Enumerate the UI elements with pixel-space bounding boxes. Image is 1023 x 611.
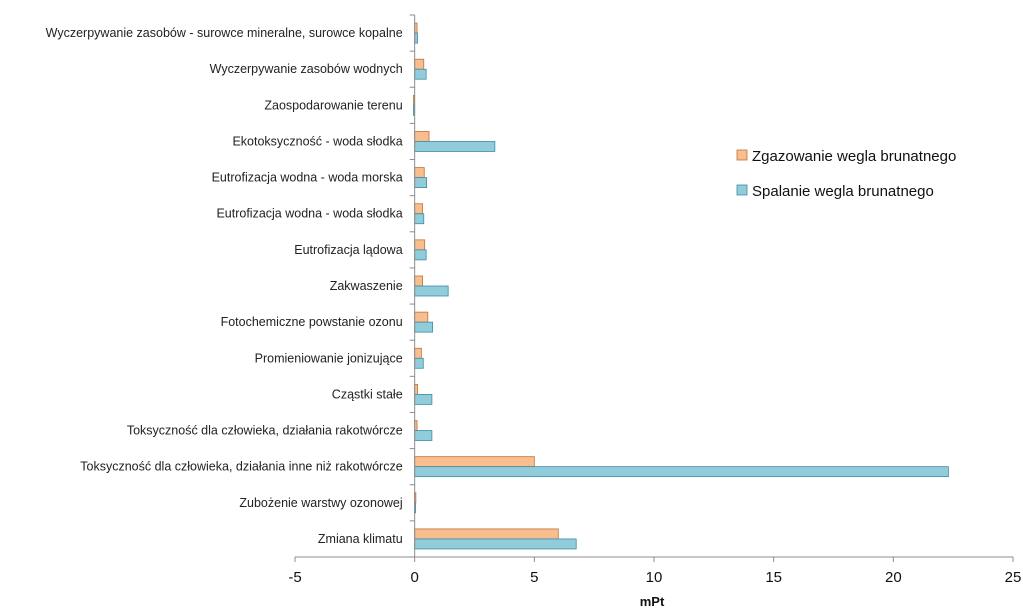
category-label: Eutrofizacja wodna - woda morska bbox=[212, 171, 403, 185]
category-label: Wyczerpywanie zasobów wodnych bbox=[210, 62, 403, 76]
category-label: Promieniowanie jonizujące bbox=[255, 351, 403, 365]
x-tick-label: 10 bbox=[646, 569, 663, 586]
category-label: Zubożenie warstwy ozonowej bbox=[239, 496, 402, 510]
category-labels: Zmiana klimatu Zubożenie warstwy ozonowej… bbox=[46, 26, 403, 546]
bar-zgazowanie bbox=[414, 239, 426, 251]
bar-spalanie bbox=[414, 321, 434, 333]
category-label: Zmiana klimatu bbox=[318, 532, 403, 546]
category-label: Cząstki stałe bbox=[332, 387, 403, 401]
bar-spalanie bbox=[414, 213, 425, 225]
x-tick-label: 5 bbox=[530, 569, 538, 586]
legend-label: Zgazowanie wegla brunatnego bbox=[752, 148, 956, 165]
legend-swatch bbox=[736, 184, 748, 196]
bar-zgazowanie bbox=[414, 311, 429, 323]
bar-spalanie bbox=[414, 249, 427, 261]
bar-zgazowanie bbox=[414, 528, 559, 540]
x-axis-title: mPt bbox=[640, 594, 665, 609]
bar-spalanie bbox=[414, 285, 449, 297]
bar-zgazowanie bbox=[414, 347, 422, 359]
legend: Zgazowanie wegla brunatnego Spalanie wegl… bbox=[736, 148, 956, 200]
category-label: Zakwaszenie bbox=[330, 279, 403, 293]
axes bbox=[294, 14, 1014, 562]
x-tick-label: 15 bbox=[765, 569, 782, 586]
legend-swatch bbox=[736, 149, 748, 161]
category-label: Ekotoksyczność - woda słodka bbox=[232, 134, 402, 148]
legend-label: Spalanie wegla brunatnego bbox=[752, 183, 934, 200]
bar-spalanie bbox=[414, 141, 496, 152]
bar-spalanie bbox=[414, 538, 577, 550]
bar-zgazowanie bbox=[414, 275, 423, 287]
category-label: Eutrofizacja wodna - woda słodka bbox=[216, 207, 402, 221]
bar-zgazowanie bbox=[414, 456, 535, 468]
bar-spalanie bbox=[414, 466, 949, 478]
bar-spalanie bbox=[414, 68, 427, 80]
bar-spalanie bbox=[414, 357, 424, 369]
bar-zgazowanie bbox=[414, 167, 425, 179]
category-label: Toksyczność dla człowieka, działania rak… bbox=[127, 424, 403, 438]
bar-spalanie bbox=[414, 393, 433, 405]
category-label: Wyczerpywanie zasobów - surowce mineraln… bbox=[46, 26, 403, 40]
category-label: Eutrofizacja lądowa bbox=[294, 243, 402, 257]
bar-zgazowanie bbox=[414, 58, 425, 70]
bar-spalanie bbox=[414, 430, 433, 441]
x-tick-label: 20 bbox=[885, 569, 902, 586]
bar-zgazowanie bbox=[414, 203, 423, 215]
tick-labels: -5 0 5 10 15 20 25 bbox=[288, 569, 1021, 586]
x-tick-label: -5 bbox=[288, 569, 301, 586]
x-tick-label: 0 bbox=[410, 569, 418, 586]
bar-spalanie bbox=[414, 177, 428, 189]
category-label: Zaospodarowanie terenu bbox=[264, 98, 402, 112]
bars bbox=[413, 22, 949, 550]
x-tick-label: 25 bbox=[1005, 569, 1022, 586]
category-label: Toksyczność dla człowieka, działania inn… bbox=[80, 460, 402, 474]
bar-zgazowanie bbox=[414, 131, 430, 142]
category-label: Fotochemiczne powstanie ozonu bbox=[221, 315, 403, 329]
